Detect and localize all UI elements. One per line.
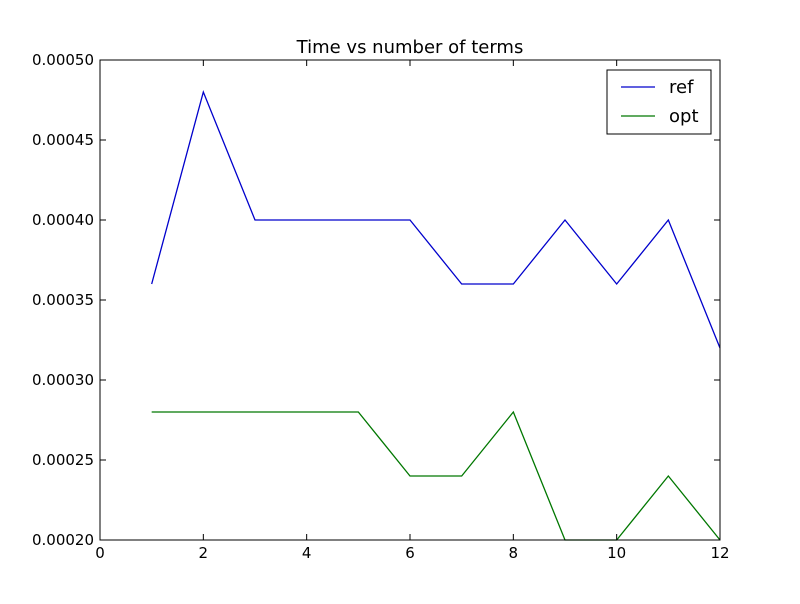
series-line-opt bbox=[151, 410, 721, 541]
legend-label-opt: opt bbox=[669, 106, 699, 127]
series-line-ref bbox=[151, 89, 721, 349]
chart-title: Time vs number of terms bbox=[296, 37, 524, 58]
legend: ref opt bbox=[606, 69, 712, 135]
ticks-layer: 0 2 4 6 8 10 12 0.00020 0.00025 0.00030 0.00035 0.0… bbox=[32, 51, 730, 562]
x-tick-label: 2 bbox=[199, 544, 209, 562]
x-tick-label: 0 bbox=[95, 544, 105, 562]
x-tick-label: 4 bbox=[302, 544, 312, 562]
y-tick-label: 0.00020 bbox=[32, 531, 94, 549]
legend-label-ref: ref bbox=[669, 77, 694, 98]
y-tick-label: 0.00045 bbox=[32, 131, 94, 149]
x-tick-label: 8 bbox=[509, 544, 519, 562]
y-tick-label: 0.00035 bbox=[32, 291, 94, 309]
series-layer bbox=[151, 89, 721, 541]
y-tick-label: 0.00030 bbox=[32, 371, 94, 389]
legend-box bbox=[606, 69, 712, 135]
x-tick-label: 12 bbox=[710, 544, 729, 562]
y-tick-label: 0.00050 bbox=[32, 51, 94, 69]
y-tick-label: 0.00040 bbox=[32, 211, 94, 229]
x-tick-label: 10 bbox=[607, 544, 626, 562]
x-tick-label: 6 bbox=[405, 544, 415, 562]
y-tick-label: 0.00025 bbox=[32, 451, 94, 469]
